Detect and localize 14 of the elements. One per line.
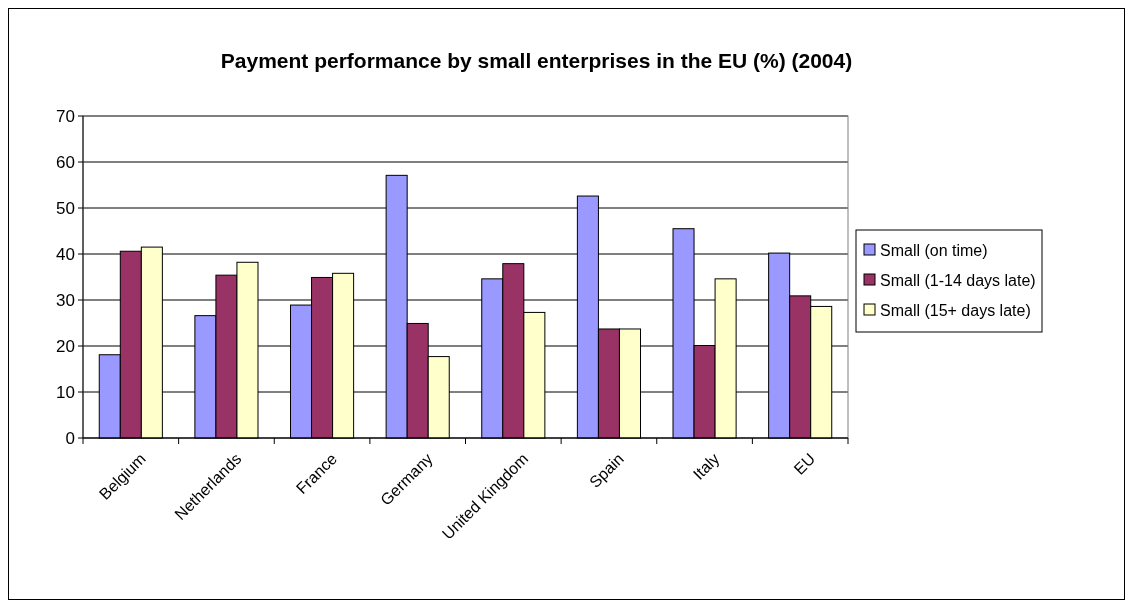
x-tick-label: Italy bbox=[689, 450, 723, 483]
y-tick-label: 30 bbox=[56, 290, 75, 310]
legend-label: Small (on time) bbox=[880, 241, 988, 259]
y-tick-label: 20 bbox=[56, 336, 75, 356]
legend-label: Small (1-14 days late) bbox=[880, 271, 1036, 289]
y-tick-label: 10 bbox=[56, 382, 75, 402]
y-tick-label: 0 bbox=[65, 428, 75, 448]
chart-title: Payment performance by small enterprises in the EU (%) (2004) bbox=[220, 49, 853, 72]
y-tick-label: 70 bbox=[56, 106, 75, 126]
y-tick-label: 60 bbox=[56, 152, 75, 172]
y-tick-label: 40 bbox=[56, 244, 75, 264]
y-tick-label: 50 bbox=[56, 198, 75, 218]
legend-label: Small (15+ days late) bbox=[880, 301, 1031, 319]
x-tick-label: EU bbox=[790, 450, 819, 478]
